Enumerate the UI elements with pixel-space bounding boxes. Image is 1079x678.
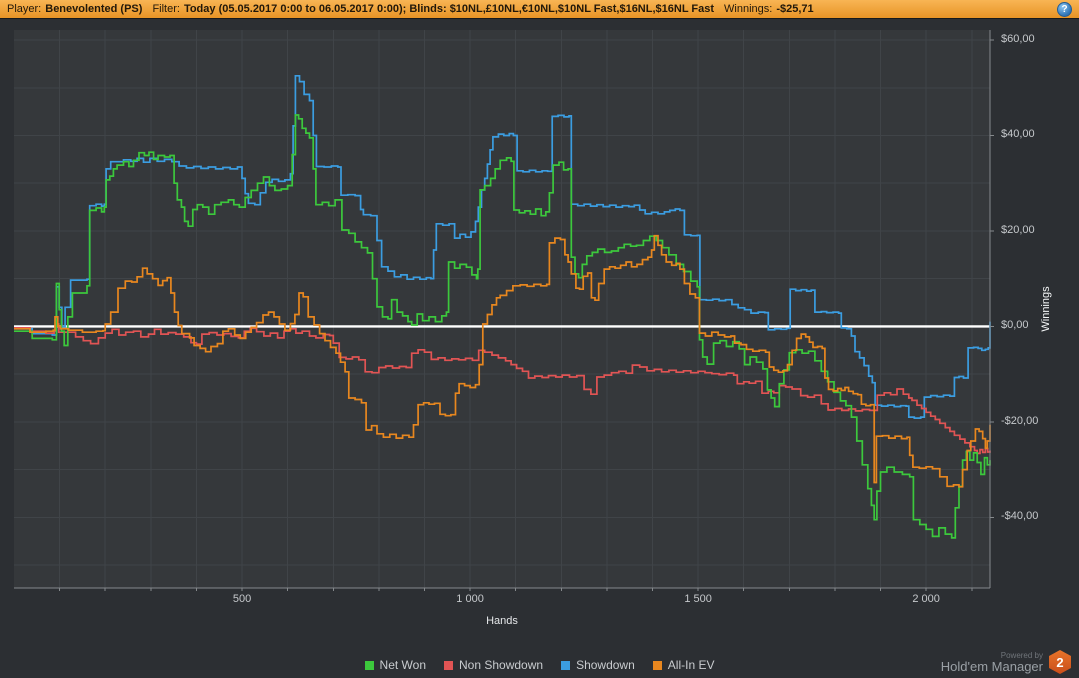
x-axis-title: Hands [486, 615, 518, 627]
legend-swatch-icon [444, 660, 453, 670]
series-showdown [14, 74, 991, 419]
filter-bar: Player: Benevolented (PS) Filter: Today … [0, 0, 1079, 19]
series-net-won [14, 114, 991, 539]
series-all-in-ev [14, 234, 991, 488]
legend-swatch-icon [652, 660, 662, 670]
powered-by-text: Powered by [1000, 650, 1043, 660]
x-tick-label: 1 000 [456, 593, 484, 605]
plot-area [14, 30, 990, 588]
filter-value: Today (05.05.2017 0:00 to 06.05.2017 0:0… [183, 3, 715, 15]
legend-swatch-icon [364, 660, 374, 670]
y-tick-label: -$20,00 [1001, 414, 1039, 427]
winnings-value: -$25,71 [776, 3, 814, 15]
y-tick-label: $60,00 [1001, 33, 1035, 46]
legend-item-non-showdown[interactable]: Non Showdown [444, 658, 543, 672]
y-tick-label: $20,00 [1001, 223, 1035, 236]
legend-item-showdown[interactable]: Showdown [561, 658, 635, 672]
player-value: Benevolented (PS) [45, 3, 143, 15]
x-tick-label: 500 [232, 593, 252, 605]
y-axis-title: Winnings [1040, 286, 1052, 332]
x-tick-label: 2 000 [912, 593, 940, 605]
legend-label: Non Showdown [459, 658, 544, 672]
app-name-text: Hold'em Manager [940, 658, 1043, 674]
player-label: Player: [7, 3, 42, 15]
legend-item-all-in-ev[interactable]: All-In EV [652, 658, 715, 672]
y-tick-label: $0,00 [1001, 319, 1029, 332]
legend-label: Showdown [576, 658, 635, 672]
legend-label: Net Won [379, 658, 426, 672]
legend: Net Won Non Showdown Showdown All-In EV [0, 656, 1079, 674]
y-tick-label: -$40,00 [1001, 510, 1039, 523]
legend-swatch-icon [561, 660, 571, 670]
series-non-showdown [14, 323, 991, 455]
legend-label: All-In EV [667, 658, 715, 672]
y-tick-label: $40,00 [1001, 128, 1035, 141]
winnings-label: Winnings: [724, 3, 773, 15]
hm2-logo-icon: 2 [1049, 650, 1071, 674]
help-icon[interactable]: ? [1057, 2, 1072, 17]
x-tick-label: 1 500 [684, 593, 712, 605]
brand: Powered by Hold'em Manager 2 [941, 650, 1071, 674]
filter-label: Filter: [152, 3, 180, 15]
legend-item-net-won[interactable]: Net Won [364, 658, 426, 672]
